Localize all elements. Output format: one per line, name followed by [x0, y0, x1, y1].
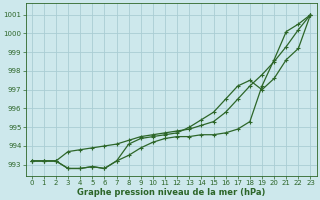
X-axis label: Graphe pression niveau de la mer (hPa): Graphe pression niveau de la mer (hPa) — [77, 188, 265, 197]
